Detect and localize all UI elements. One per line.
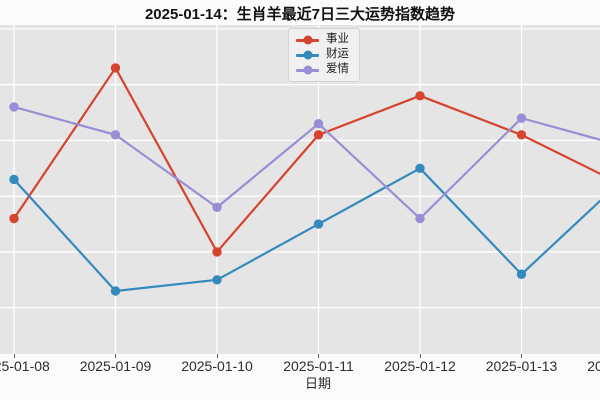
legend-item-爱情: 爱情 — [296, 63, 349, 77]
data-point-爱情 — [516, 113, 527, 123]
data-point-财运 — [212, 275, 222, 285]
x-tick-label: 2025-01-11 — [283, 358, 354, 374]
data-point-爱情 — [313, 119, 324, 129]
series-line-财运 — [13, 167, 600, 293]
legend-label: 财运 — [326, 48, 349, 61]
legend-marker-dot-icon — [303, 65, 312, 75]
data-point-事业 — [415, 91, 425, 101]
data-point-事业 — [110, 63, 121, 73]
legend-item-财运: 财运 — [296, 48, 349, 62]
legend-line-marker-icon — [296, 65, 319, 75]
data-point-事业 — [212, 247, 222, 257]
legend-marker-dot-icon — [303, 50, 312, 60]
x-tick-label: 2025-01-08 — [0, 358, 50, 374]
data-point-财运 — [9, 174, 19, 185]
x-tick-mark — [419, 354, 421, 358]
x-tick-mark — [318, 354, 319, 358]
data-point-财运 — [516, 269, 527, 279]
x-tick-label: 2025-01-13 — [485, 358, 558, 374]
legend-item-事业: 事业 — [296, 33, 349, 47]
chart-canvas — [0, 25, 600, 354]
data-point-财运 — [313, 219, 324, 229]
x-axis: 2025-01-08 2025-01-09 2025-01-10 2025-01-11… — [0, 354, 600, 376]
series-line-爱情 — [13, 105, 600, 220]
data-point-财运 — [415, 163, 425, 174]
chart-title: 2025-01-14：生肖羊最近7日三大运势指数趋势 — [144, 6, 456, 23]
x-axis-title: 日期 — [304, 376, 332, 391]
data-point-事业 — [313, 130, 324, 140]
x-tick-mark — [115, 354, 116, 358]
data-point-事业 — [9, 213, 19, 224]
x-tick-mark — [216, 354, 218, 358]
data-point-爱情 — [9, 102, 19, 112]
x-tick-label: 2025-01-09 — [79, 358, 152, 374]
data-point-事业 — [516, 130, 527, 140]
data-point-爱情 — [110, 130, 121, 140]
legend-marker-dot-icon — [303, 35, 312, 45]
x-tick-mark — [13, 354, 15, 358]
x-tick-mark — [521, 354, 522, 358]
data-point-爱情 — [212, 202, 222, 213]
series-line-事业 — [13, 66, 600, 254]
x-tick-label: 2025-01-12 — [384, 358, 456, 374]
data-point-爱情 — [415, 213, 425, 224]
legend-label: 事业 — [326, 33, 349, 46]
legend: 事业 财运 爱情 — [288, 28, 360, 82]
data-point-财运 — [110, 286, 121, 296]
legend-line-marker-icon — [296, 50, 319, 60]
x-tick-label: 2025-01-14 — [587, 358, 600, 374]
legend-label: 爱情 — [326, 63, 349, 76]
legend-line-marker-icon — [296, 35, 319, 45]
x-tick-label: 2025-01-10 — [181, 358, 253, 374]
